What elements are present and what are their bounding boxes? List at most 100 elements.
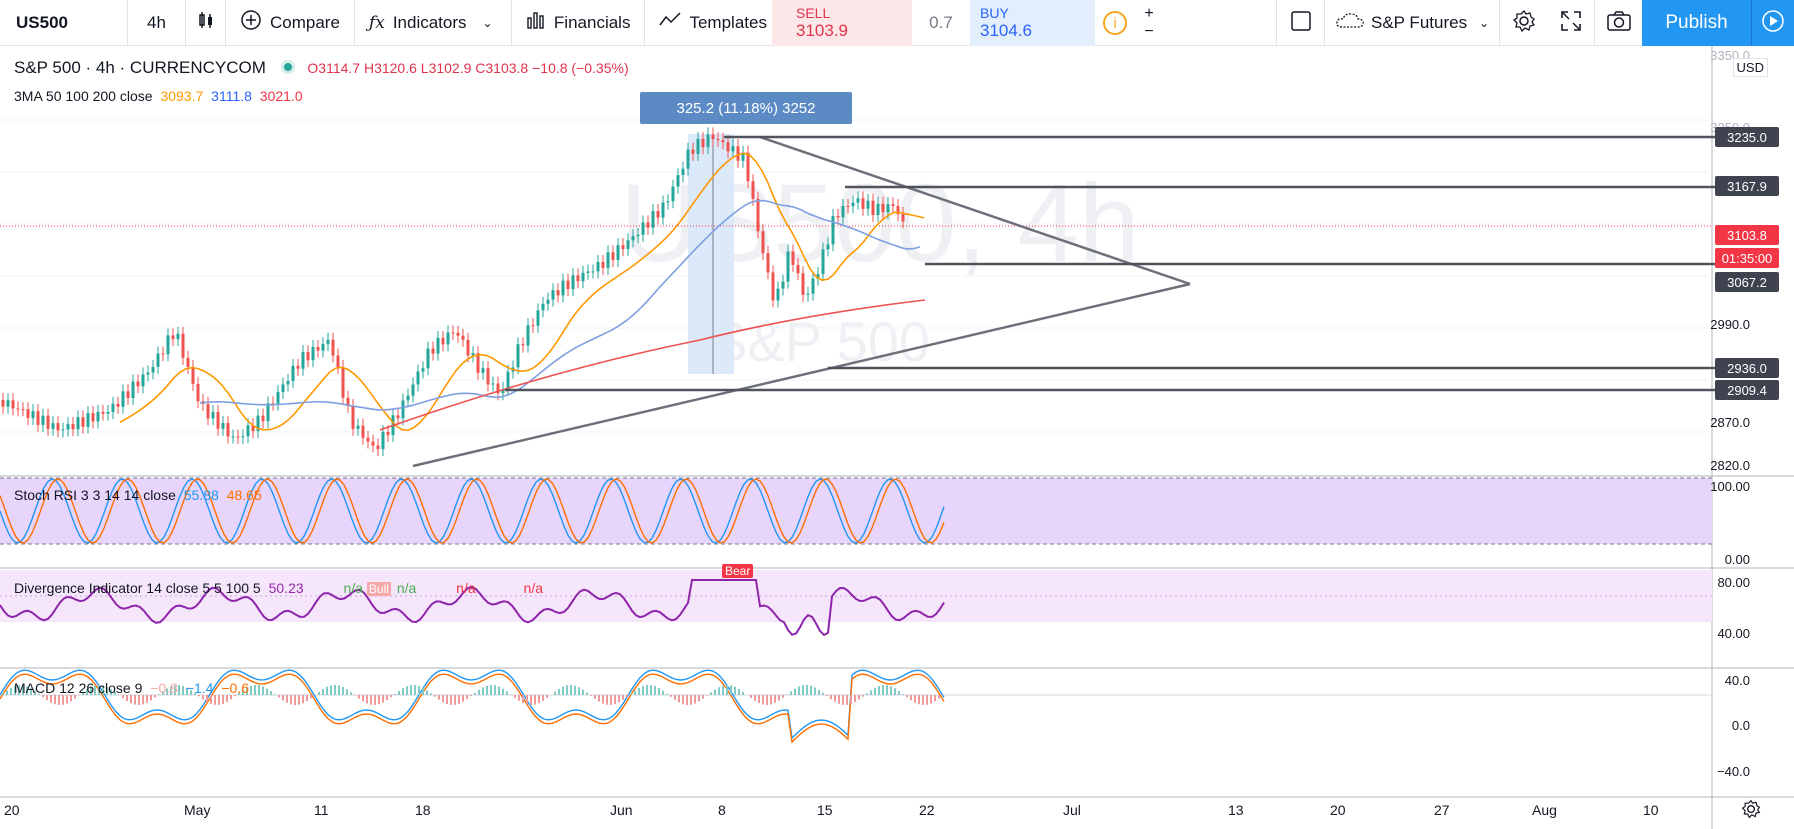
candle-body xyxy=(501,388,505,394)
layout-dropdown[interactable]: S&P Futures ⌄ xyxy=(1324,0,1500,46)
fullscreen-button[interactable] xyxy=(1548,0,1594,46)
macd-histogram-bar xyxy=(382,695,384,703)
macd-histogram-bar xyxy=(610,695,612,705)
macd-histogram-bar xyxy=(494,685,496,695)
candle-body xyxy=(471,353,475,356)
candle-body xyxy=(301,352,305,369)
macd-histogram-bar xyxy=(726,685,728,695)
compare-button[interactable]: Compare xyxy=(226,0,355,46)
macd-signal-line xyxy=(0,673,945,744)
candle-body xyxy=(626,240,630,250)
candle-body xyxy=(191,366,195,384)
trade-panel: SELL 3103.9 0.7 BUY 3104.6 i + − xyxy=(772,0,1164,46)
date-label: Aug xyxy=(1532,802,1557,818)
macd-histogram-bar xyxy=(554,691,556,695)
candle-body xyxy=(286,381,290,385)
macd-legend[interactable]: MACD 12 26 close 9 −0.8 −1.4 −0.6 xyxy=(14,680,249,696)
divergence-legend[interactable]: Divergence Indicator 14 close 5 5 100 5 … xyxy=(14,580,543,596)
macd-histogram-bar xyxy=(670,695,672,697)
bull-label: Bull xyxy=(366,582,391,596)
candle-body xyxy=(321,344,325,351)
increase-button[interactable]: + xyxy=(1144,5,1154,22)
templates-button[interactable]: Templates xyxy=(645,0,780,46)
candle-body xyxy=(256,415,260,432)
macd-histogram-bar xyxy=(330,685,332,695)
candle-body xyxy=(771,272,775,301)
candle-body xyxy=(781,281,785,289)
indicators-button[interactable]: ƒx Indicators ⌄ xyxy=(355,0,512,46)
candle-body xyxy=(81,417,85,427)
macd-histogram-bar xyxy=(402,688,404,695)
candle-body xyxy=(76,417,80,430)
candle-body xyxy=(221,423,225,429)
date-label: 10 xyxy=(1643,802,1659,818)
macd-histogram-bar xyxy=(678,695,680,703)
candle-body xyxy=(171,335,175,340)
candle-body xyxy=(601,261,605,268)
macd-histogram-bar xyxy=(262,686,264,695)
macd-histogram-bar xyxy=(398,690,400,695)
macd-histogram-bar xyxy=(686,695,688,705)
date-label: 11 xyxy=(314,802,329,818)
candle-body xyxy=(701,138,705,148)
macd-histogram-bar xyxy=(502,688,504,695)
settings-button[interactable] xyxy=(1500,0,1548,46)
layout-toggle[interactable] xyxy=(1276,0,1325,46)
interval-button[interactable]: 4h xyxy=(128,0,186,46)
chart-style-button[interactable] xyxy=(186,0,226,46)
price-tick: 2820.0 xyxy=(1710,458,1750,473)
level-tag: 3067.2 xyxy=(1715,272,1779,292)
symbol-search[interactable]: US500 xyxy=(0,0,128,46)
candle-body xyxy=(361,425,365,438)
stoch-rsi-legend[interactable]: Stoch RSI 3 3 14 14 close 55.88 48.65 xyxy=(14,487,262,503)
candle-body xyxy=(791,251,795,265)
macd-histogram-bar xyxy=(814,687,816,695)
macd-histogram-bar xyxy=(62,695,64,705)
candle-body xyxy=(451,332,455,334)
stoch-k-value: 55.88 xyxy=(183,487,219,503)
candle-body xyxy=(306,352,310,361)
candle-body xyxy=(816,274,820,279)
candle-body xyxy=(496,383,500,394)
macd-histogram-bar xyxy=(638,688,640,695)
candle-body xyxy=(806,293,810,295)
info-button[interactable]: i xyxy=(1095,0,1135,46)
date-label: Jul xyxy=(1063,802,1081,818)
macd-tick: 40.0 xyxy=(1724,673,1750,688)
macd-histogram-bar xyxy=(562,686,564,695)
macd-histogram-bar xyxy=(850,695,852,704)
currency-label[interactable]: USD xyxy=(1732,58,1768,77)
symbol-title[interactable]: S&P 500 · 4h · CURRENCYCOM xyxy=(14,58,266,77)
replay-button[interactable] xyxy=(1751,0,1794,46)
macd-histogram-bar xyxy=(466,695,468,700)
publish-button[interactable]: Publish xyxy=(1642,0,1751,46)
symbol-label: US500 xyxy=(16,12,68,32)
ma-legend[interactable]: 3MA 50 100 200 close 3093.7 3111.8 3021.… xyxy=(14,88,303,104)
divergence-tick: 40.00 xyxy=(1717,626,1750,641)
quantity-stepper: + − xyxy=(1135,0,1163,46)
candle-body xyxy=(651,211,655,228)
candle-body xyxy=(431,348,435,354)
candle-body xyxy=(86,413,90,427)
macd-histogram-bar xyxy=(182,685,184,695)
macd-histogram-bar xyxy=(150,695,152,701)
macd-histogram-bar xyxy=(162,691,164,695)
macd-histogram-bar xyxy=(250,685,252,695)
chart-settings-button[interactable] xyxy=(1738,798,1764,824)
measure-box: 325.2 (11.18%) 3252 xyxy=(640,92,852,124)
candle-body xyxy=(236,436,240,438)
macd-histogram-bar xyxy=(130,695,132,704)
close-value: C3103.8 xyxy=(475,60,529,76)
candle-body xyxy=(401,400,405,419)
sell-button[interactable]: SELL 3103.9 xyxy=(772,0,912,46)
macd-histogram-bar xyxy=(42,695,44,698)
snapshot-button[interactable] xyxy=(1594,0,1643,46)
financials-button[interactable]: Financials xyxy=(512,0,646,46)
decrease-button[interactable]: − xyxy=(1144,23,1154,40)
candle-body xyxy=(706,134,710,148)
buy-button[interactable]: BUY 3104.6 xyxy=(970,0,1095,46)
candle-body xyxy=(106,412,110,414)
chart-canvas[interactable]: US500, 4h S&P 500 xyxy=(0,46,1794,829)
macd-histogram-bar xyxy=(270,691,272,695)
candle-body xyxy=(891,204,895,206)
